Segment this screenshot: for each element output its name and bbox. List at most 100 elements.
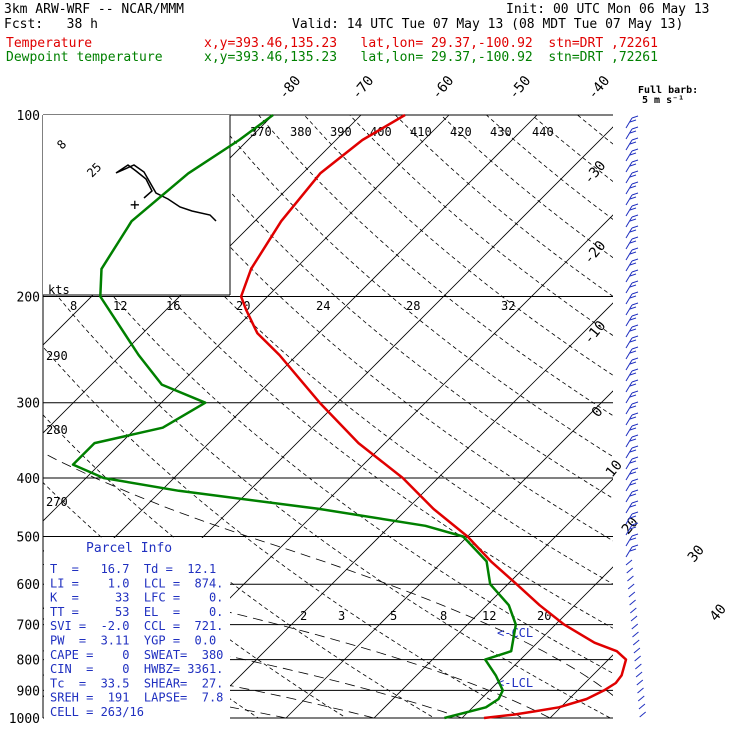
wind-barb bbox=[633, 647, 641, 654]
hodograph-speed-label: 28 bbox=[406, 299, 420, 313]
hodograph-trace bbox=[115, 164, 217, 222]
isotherm-label: -70 bbox=[349, 73, 378, 103]
dry-adiabat bbox=[43, 277, 612, 718]
dry-adiabat bbox=[43, 206, 613, 674]
wind-barb bbox=[629, 306, 637, 310]
dry-adiabat bbox=[623, 115, 740, 731]
wind-barb bbox=[625, 425, 633, 437]
dry-adiabat bbox=[349, 115, 613, 337]
dry-adiabat bbox=[577, 115, 613, 145]
wind-barb bbox=[629, 471, 637, 475]
wind-barb bbox=[637, 687, 644, 694]
wind-barb bbox=[629, 141, 637, 145]
wind-barb bbox=[629, 317, 637, 321]
wind-barb bbox=[625, 348, 633, 360]
wind-barb bbox=[625, 282, 633, 294]
wind-barb bbox=[629, 328, 637, 332]
wind-barb bbox=[629, 361, 637, 365]
wind-barb bbox=[629, 152, 637, 156]
wind-barb bbox=[625, 183, 633, 195]
pressure-tick-label: 100 bbox=[17, 109, 40, 124]
hodograph-speed-label: 24 bbox=[316, 299, 330, 313]
isotherm-label: -40 bbox=[585, 73, 614, 103]
wind-barb bbox=[625, 535, 633, 547]
isotherm bbox=[43, 115, 362, 434]
isotherm bbox=[373, 478, 613, 718]
barb-note: 5 m s⁻¹ bbox=[642, 95, 684, 106]
wind-barb bbox=[625, 227, 633, 239]
wind-barb bbox=[625, 337, 633, 349]
isotherm-label: 10 bbox=[603, 457, 626, 480]
wind-barb bbox=[631, 203, 639, 207]
temperature-location: x,y=393.46,135.23 lat,lon= 29.37,-100.92… bbox=[204, 36, 658, 51]
wind-barb bbox=[629, 383, 637, 387]
dry-adiabat bbox=[258, 115, 613, 417]
wind-barb bbox=[631, 192, 639, 196]
wind-barb bbox=[631, 357, 639, 361]
wind-barb bbox=[629, 460, 637, 464]
wind-barb bbox=[635, 663, 642, 670]
wind-barb bbox=[634, 655, 641, 662]
wind-barb bbox=[625, 293, 633, 305]
wind-barb bbox=[631, 181, 639, 185]
pressure-tick-label: 1000 bbox=[9, 712, 40, 727]
wind-barb bbox=[625, 480, 633, 492]
theta-label: 380 bbox=[290, 125, 312, 139]
wind-barb bbox=[629, 405, 637, 409]
wind-barb bbox=[631, 467, 639, 471]
wind-barb bbox=[627, 575, 634, 582]
wind-barb bbox=[629, 207, 637, 211]
wind-barb bbox=[631, 346, 639, 350]
temperature-line bbox=[239, 113, 628, 720]
wind-barb bbox=[629, 416, 637, 420]
isotherm-label: -30 bbox=[581, 158, 610, 188]
wind-barb bbox=[631, 401, 639, 405]
dewpoint-legend: Dewpoint temperature bbox=[6, 50, 163, 65]
wind-barb bbox=[625, 447, 633, 459]
wind-barb bbox=[631, 500, 639, 504]
wind-barb bbox=[629, 262, 637, 266]
parcel-info-row: PW = 3.11 YGP = 0.0 bbox=[50, 634, 216, 648]
hodograph-speed-label: 16 bbox=[166, 299, 180, 313]
hodograph-speed-label: 12 bbox=[113, 299, 127, 313]
parcel-info-title: Parcel Info bbox=[86, 541, 172, 556]
model-title: 3km ARW-WRF -- NCAR/MMM bbox=[4, 2, 185, 17]
mixing-ratio-label: 2 bbox=[300, 609, 307, 623]
wind-barb bbox=[631, 423, 639, 427]
wind-barb bbox=[625, 359, 633, 371]
wind-barb bbox=[625, 381, 633, 393]
wind-barb bbox=[625, 458, 633, 470]
isotherm bbox=[638, 115, 740, 718]
isotherm-label: 40 bbox=[707, 601, 730, 624]
wind-barb bbox=[631, 170, 639, 174]
wind-barb bbox=[637, 695, 645, 702]
parcel-info-row: CIN = 0 HWBZ= 3361. bbox=[50, 662, 223, 676]
wind-barb bbox=[629, 273, 637, 277]
parcel-info-row: TT = 53 EL = 0. bbox=[50, 605, 223, 619]
wind-barb bbox=[625, 161, 633, 173]
wind-barb bbox=[628, 591, 636, 598]
wind-barb bbox=[629, 251, 637, 255]
theta-label: 420 bbox=[450, 125, 472, 139]
hodograph-center: + bbox=[130, 195, 140, 214]
wind-barb bbox=[626, 567, 634, 574]
wind-barb bbox=[631, 368, 639, 372]
wind-barb bbox=[629, 548, 637, 552]
wind-barb bbox=[631, 489, 639, 493]
dewpoint-location: x,y=393.46,135.23 lat,lon= 29.37,-100.92… bbox=[204, 50, 658, 65]
isotherm-label: -60 bbox=[429, 73, 458, 103]
dry-adiabat bbox=[440, 115, 613, 259]
dry-adiabat bbox=[121, 115, 613, 542]
wind-barb bbox=[631, 335, 639, 339]
isotherm-label: -50 bbox=[506, 73, 535, 103]
wind-barb bbox=[631, 159, 639, 163]
isotherm bbox=[549, 654, 613, 718]
wind-barb bbox=[629, 427, 637, 431]
wind-barb bbox=[631, 522, 639, 526]
wind-barb bbox=[625, 546, 633, 558]
wind-barb bbox=[629, 607, 637, 614]
isotherm bbox=[461, 566, 613, 718]
wind-barb bbox=[638, 703, 646, 710]
dewpoint-line bbox=[71, 113, 518, 720]
wind-barb bbox=[631, 280, 639, 284]
